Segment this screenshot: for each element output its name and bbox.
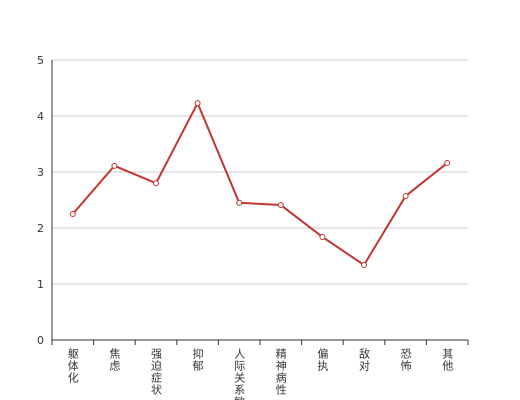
point: [69, 211, 76, 217]
x-tick-label: 精神病性: [274, 348, 287, 396]
point: [236, 199, 243, 206]
x-tick-label: 其他: [441, 348, 454, 372]
point: [402, 193, 409, 200]
y-tick-label: 1: [37, 278, 44, 291]
point: [277, 202, 284, 209]
x-tick-label: 抑郁: [191, 347, 204, 372]
point: [444, 160, 451, 167]
point: [194, 100, 201, 107]
x-tick-label: 躯体化: [66, 348, 79, 384]
point: [319, 233, 326, 240]
x-tick-label: 恐怖: [399, 348, 412, 372]
x-tick-label: 人际关系敏感: [233, 348, 246, 400]
point: [111, 162, 118, 169]
x-tick-label: 偏执: [316, 347, 329, 372]
y-tick-label: 5: [37, 54, 44, 67]
y-tick-label: 2: [37, 222, 44, 235]
x-tick-label: 强迫症状: [150, 348, 163, 396]
x-tick-label: 敌对: [358, 347, 371, 372]
y-tick-label: 3: [37, 166, 44, 179]
point: [361, 261, 367, 268]
point: [153, 180, 159, 187]
x-tick-label: 焦虑: [108, 348, 121, 372]
line: [72, 100, 448, 267]
y-tick-label: 0: [37, 334, 44, 347]
y-tick-label: 4: [37, 110, 44, 123]
